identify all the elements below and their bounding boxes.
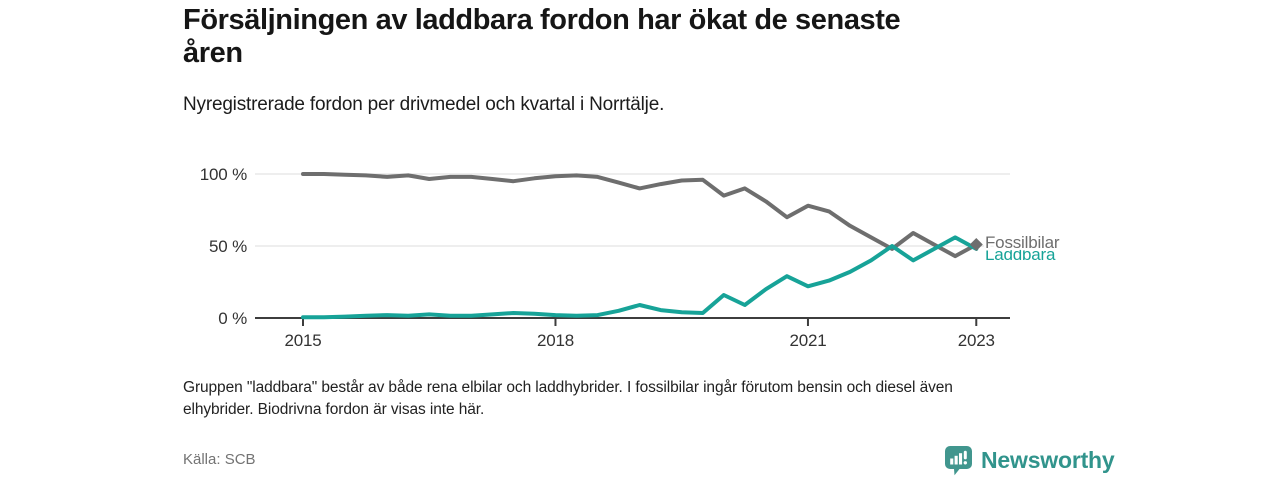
- page-title-line2: åren: [183, 36, 243, 69]
- newsworthy-logo-text: Newsworthy: [981, 447, 1115, 473]
- page-title-line1: Försäljningen av laddbara fordon har öka…: [183, 4, 901, 36]
- x-tick-label: 2021: [789, 331, 826, 350]
- page-title: Försäljningen av laddbara fordon har öka…: [183, 4, 1083, 70]
- x-tick-label: 2018: [537, 331, 574, 350]
- x-tick-label: 2023: [958, 331, 995, 350]
- page-subtitle: Nyregistrerade fordon per drivmedel och …: [183, 94, 665, 115]
- series-line-fossilbilar: [301, 172, 979, 259]
- newsworthy-bars-icon: [945, 446, 972, 476]
- line-chart: 100 % 50 % 0 % 2015 2018 2021 2023 LaddbaraFoss…: [200, 165, 1063, 350]
- y-tick-label: 100 %: [200, 165, 247, 184]
- newsworthy-logo: Newsworthy: [944, 445, 1115, 476]
- chart-footnote: Gruppen "laddbara" består av både rena e…: [183, 379, 953, 418]
- x-tick-label: 2015: [284, 331, 321, 350]
- series-line-laddbara: [301, 235, 979, 320]
- series-label-laddbara: Laddbara: [985, 245, 1056, 264]
- y-tick-label: 0 %: [218, 309, 247, 328]
- source-label: Källa: SCB: [183, 451, 256, 468]
- series-label-fossilbilar: Fossilbilar: [985, 233, 1060, 252]
- series-end-marker: [969, 238, 983, 252]
- y-tick-label: 50 %: [209, 237, 247, 256]
